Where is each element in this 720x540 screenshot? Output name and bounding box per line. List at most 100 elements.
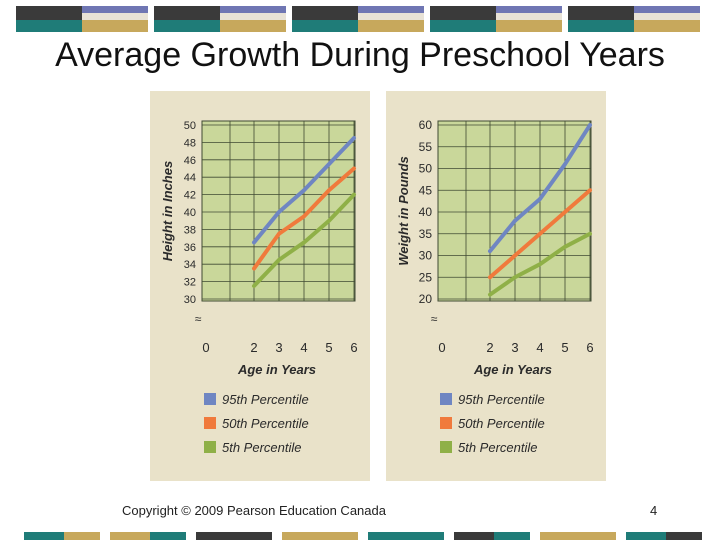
bottom-bar-block [282,532,322,540]
bottom-bar-block [110,532,150,540]
top-bar-block-teal [154,20,220,32]
weight-chart-y-tick-label: 40 [419,205,433,219]
height-chart-legend-swatch [204,441,216,453]
bottom-bar-block [454,532,494,540]
weight-chart-x-tick-label: 5 [561,340,568,355]
height-chart-plot-border [201,120,356,302]
top-bar-block-light [82,13,148,20]
height-chart-legend-label: 95th Percentile [222,392,309,407]
height-chart-x-tick-label: 4 [300,340,307,355]
height-chart-y-axis-title: Height in Inches [160,161,175,261]
height-chart-x-tick-label: 6 [350,340,357,355]
top-bar-block-gold [496,20,562,32]
weight-chart-legend-label: 95th Percentile [458,392,545,407]
bottom-bar-block [236,532,272,540]
bottom-bar-block [626,532,666,540]
bottom-bar-block [368,532,408,540]
height-chart-legend-swatch [204,417,216,429]
height-chart-x-tick-label: 3 [275,340,282,355]
height-chart-y-tick-label: 30 [184,294,196,306]
bottom-bar-block [580,532,616,540]
top-bar-block-dark [568,6,634,20]
top-bar-block-light [220,13,286,20]
weight-chart-panel: ≈20 25 30 35 40 45 50 55 60 0 2 3 4 5 6 Age in Years Wei… [386,91,606,481]
weight-chart-x-tick-label: 4 [536,340,543,355]
weight-chart-x-tick-label: 0 [438,340,445,355]
height-chart-y-tick-label: 32 [184,277,196,289]
bottom-bar-block [322,532,358,540]
bottom-bar-block [666,532,702,540]
bottom-bar-block [24,532,64,540]
height-chart-y-tick-label: 40 [184,207,196,219]
weight-chart-legend-swatch [440,441,452,453]
weight-chart-x-tick-label: 2 [486,340,493,355]
top-bar-block-light [496,13,562,20]
weight-chart-y-axis-title: Weight in Pounds [396,156,411,266]
top-bar-block-gold [358,20,424,32]
top-bar-block-dark [154,6,220,20]
height-chart-panel: ≈30 32 34 36 38 40 42 44 46 48 50 0 2 3 4 5 6 Age in Year… [150,91,370,481]
top-bar-block-teal [16,20,82,32]
height-chart-x-tick-label: 0 [202,340,209,355]
height-chart-axis-break-mark: ≈ [195,312,202,326]
height-chart-y-tick-label: 36 [184,242,196,254]
height-chart-y-tick-label: 50 [184,120,196,132]
height-chart-y-tick-label: 34 [184,259,196,271]
height-chart-series-line-p95 [252,136,356,245]
slide-title: Average Growth During Preschool Years [55,36,665,74]
bottom-bar-block [150,532,186,540]
bottom-bar-block [494,532,530,540]
weight-chart-y-tick-label: 50 [419,162,433,176]
top-decorative-bar [16,6,700,32]
top-bar-block-teal [292,20,358,32]
weight-chart-y-tick-label: 30 [419,249,433,263]
weight-chart-series-line-p95 [488,123,592,254]
top-bar-block-light [634,13,700,20]
top-bar-block-light [358,13,424,20]
weight-chart-legend-swatch [440,417,452,429]
bottom-bar-block [64,532,100,540]
weight-chart-series-line-p50 [488,188,592,280]
top-bar-block-dark [16,6,82,20]
top-bar-block-dark [292,6,358,20]
top-bar-block-teal [430,20,496,32]
bottom-bar-block [196,532,236,540]
bottom-bar-block [408,532,444,540]
height-chart-y-tick-label: 46 [184,155,196,167]
weight-chart-series-line-p5 [488,231,592,297]
height-chart-legend-label: 5th Percentile [222,440,302,455]
height-chart-y-tick-label: 38 [184,224,196,236]
weight-chart-y-tick-label: 20 [419,292,433,306]
weight-chart-x-axis-title: Age in Years [473,362,552,377]
weight-chart-legend-swatch [440,393,452,405]
height-chart-series-line-p5 [252,192,356,288]
height-chart-series-line-p50 [252,166,356,271]
top-bar-block-gold [82,20,148,32]
page-number: 4 [650,503,658,518]
copyright-text: Copyright © 2009 Pearson Education Canad… [122,503,386,518]
height-chart-y-tick-label: 48 [184,137,196,149]
weight-chart-legend-label: 5th Percentile [458,440,538,455]
weight-chart-x-tick-label: 3 [511,340,518,355]
top-bar-block-gold [220,20,286,32]
weight-chart-legend-label: 50th Percentile [458,416,545,431]
bottom-bar-block [540,532,580,540]
weight-chart-plot-border [437,120,592,302]
weight-chart-y-tick-label: 25 [419,270,433,284]
top-bar-block-teal [568,20,634,32]
weight-chart-y-tick-label: 45 [419,183,433,197]
weight-chart-x-tick-label: 6 [586,340,593,355]
top-bar-block-dark [430,6,496,20]
height-chart-y-tick-label: 42 [184,190,196,202]
height-chart-legend-label: 50th Percentile [222,416,309,431]
weight-chart-y-tick-label: 60 [419,118,433,132]
weight-chart-axis-break-mark: ≈ [431,312,438,326]
bottom-decorative-bar [24,532,702,540]
height-chart-y-tick-label: 44 [184,172,196,184]
height-chart-x-tick-label: 5 [325,340,332,355]
top-bar-block-gold [634,20,700,32]
height-chart-x-axis-title: Age in Years [237,362,316,377]
weight-chart-y-tick-label: 55 [419,140,433,154]
